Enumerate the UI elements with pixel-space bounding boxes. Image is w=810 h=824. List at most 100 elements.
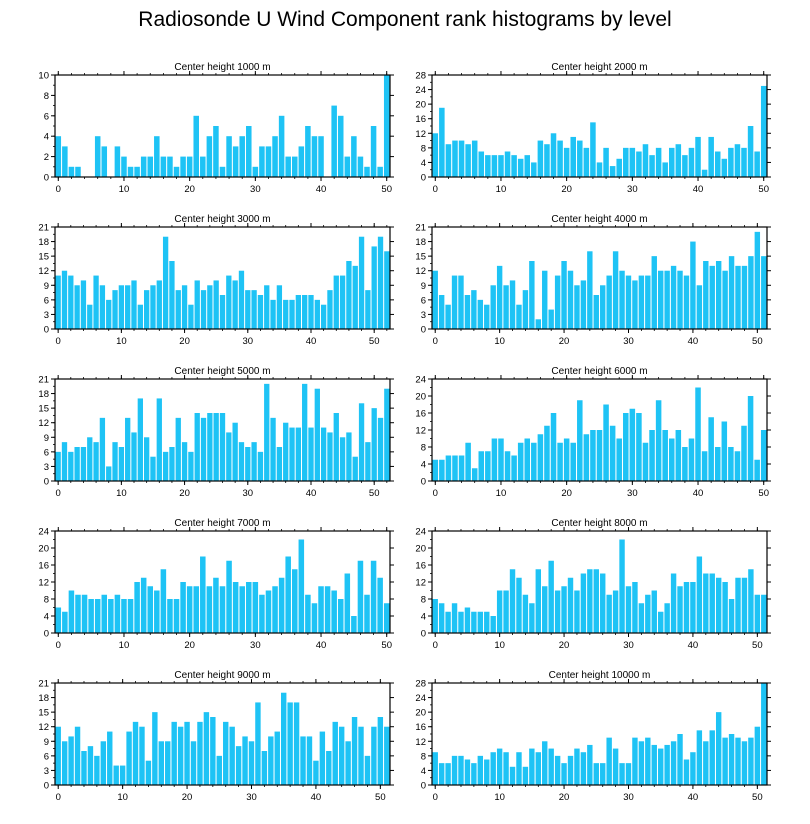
bar (252, 582, 259, 633)
bar (561, 586, 567, 633)
bar (80, 447, 87, 481)
y-tick-label: 18 (38, 237, 49, 248)
bar (327, 432, 333, 481)
bar (645, 275, 651, 329)
bar (609, 425, 616, 481)
y-tick-label: 4 (421, 612, 426, 623)
bar (709, 573, 715, 633)
chart-panel: Center height 3000 m 0 3 6 9 12 15 18 21 0 10 20 30 4… (38, 214, 394, 347)
bar (670, 265, 677, 329)
x-tick-label: 40 (688, 336, 699, 347)
bar (458, 275, 464, 329)
bar (603, 147, 609, 177)
bar (358, 726, 364, 785)
bar (567, 270, 574, 329)
bar (242, 736, 248, 785)
bar (137, 398, 143, 481)
bar (542, 741, 548, 785)
bar (255, 702, 261, 785)
bar (88, 599, 94, 633)
x-tick-label: 0 (433, 184, 438, 195)
x-tick-label: 40 (693, 184, 704, 195)
bar (529, 748, 535, 785)
bar (210, 717, 216, 785)
bar (152, 712, 158, 785)
bar (251, 290, 257, 329)
bar (677, 270, 683, 329)
bar (68, 451, 74, 481)
bar (754, 459, 760, 481)
bar (74, 726, 81, 785)
bar (695, 136, 701, 177)
y-tick-label: 24 (38, 527, 49, 538)
bar (432, 459, 439, 481)
bar (131, 280, 137, 329)
bar (232, 422, 238, 481)
bar (606, 275, 612, 329)
bar (197, 721, 203, 785)
y-tick-label: 8 (421, 751, 426, 762)
bar (207, 413, 213, 481)
bar (261, 751, 268, 785)
bar (451, 603, 458, 633)
bar (150, 285, 156, 329)
bar (458, 755, 464, 785)
bar (370, 126, 377, 177)
x-tick-label: 10 (496, 488, 507, 499)
bar (675, 430, 682, 481)
bar (246, 126, 252, 177)
bar (649, 155, 655, 177)
y-tick-label: 0 (421, 781, 426, 792)
bar (642, 442, 649, 481)
bar (664, 270, 670, 329)
bar (485, 155, 491, 177)
bar (577, 140, 583, 177)
bar (119, 765, 126, 785)
bar (655, 400, 662, 481)
y-tick-label: 16 (38, 561, 49, 572)
y-tick-label: 4 (421, 158, 426, 169)
x-tick-label: 40 (306, 336, 317, 347)
bar (213, 413, 219, 481)
bar (471, 468, 478, 481)
bar (563, 147, 570, 177)
bar (216, 755, 222, 785)
bar (544, 425, 550, 481)
y-tick-label: 20 (38, 544, 49, 555)
bar (370, 560, 377, 633)
bar (722, 270, 728, 329)
bar (688, 438, 695, 481)
bar (638, 741, 645, 785)
chart-title: Center height 1000 m (174, 62, 270, 73)
bar (638, 603, 645, 633)
bar (735, 577, 741, 633)
bar (114, 146, 121, 177)
bar (333, 413, 339, 481)
bar (298, 539, 305, 633)
bar (651, 256, 657, 329)
x-tick-label: 10 (119, 184, 130, 195)
bar (761, 594, 767, 633)
bar (351, 717, 358, 785)
y-tick-label: 0 (44, 173, 49, 184)
bar (760, 85, 767, 177)
bar (484, 759, 490, 785)
bar (583, 434, 590, 481)
bar (87, 437, 93, 481)
bar (257, 451, 264, 481)
bar (371, 246, 377, 329)
y-tick-label: 18 (38, 389, 49, 400)
chart-panel: Center height 6000 m 0 4 8 12 16 20 24 0 10 20 30 40… (415, 366, 771, 499)
bar (701, 169, 708, 177)
y-tick-label: 0 (44, 629, 49, 640)
bar (226, 432, 232, 481)
bar (748, 256, 754, 329)
bar (100, 741, 107, 785)
bar (186, 156, 193, 177)
bar (245, 447, 251, 481)
bar (596, 430, 603, 481)
bar (219, 413, 226, 481)
bar (238, 270, 245, 329)
x-tick-label: 40 (316, 184, 327, 195)
bar (606, 737, 612, 785)
